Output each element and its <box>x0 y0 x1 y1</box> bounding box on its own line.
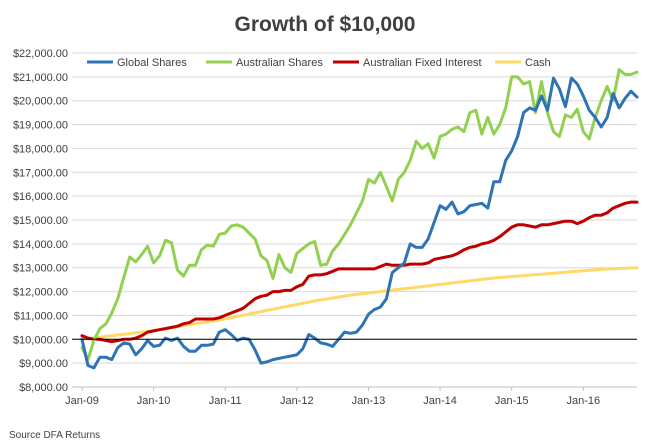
axis-layer: $8,000.00 $9,000.00 $10,000.00 $11,000.00 $1… <box>13 48 637 407</box>
x-tick-label: Jan-13 <box>352 395 386 407</box>
y-tick-label: $14,000.00 <box>13 239 68 251</box>
y-tick-label: $17,000.00 <box>13 167 68 179</box>
x-tick-label: Jan-12 <box>280 395 314 407</box>
x-tick-label: Jan-09 <box>65 395 99 407</box>
legend-label: Australian Shares <box>236 57 323 69</box>
legend-label: Australian Fixed Interest <box>363 57 482 69</box>
y-tick-label: $9,000.00 <box>19 358 68 370</box>
series-line-australian-shares <box>80 68 639 362</box>
x-tick-label: Jan-14 <box>423 395 457 407</box>
y-tick-label: $18,000.00 <box>13 143 68 155</box>
source-note: Source DFA Returns <box>9 430 100 441</box>
y-tick-label: $12,000.00 <box>13 287 68 299</box>
y-tick-label: $16,000.00 <box>13 191 68 203</box>
y-tick-label: $15,000.00 <box>13 215 68 227</box>
series-line-australian-fixed-interest <box>80 200 639 344</box>
y-tick-label: $20,000.00 <box>13 96 68 108</box>
legend: Global Shares Australian Shares Australian… <box>87 57 551 69</box>
x-tick-label: Jan-10 <box>137 395 171 407</box>
x-tick-label: Jan-16 <box>566 395 600 407</box>
series-layer <box>72 68 639 370</box>
y-tick-label: $8,000.00 <box>19 382 68 394</box>
legend-label: Global Shares <box>117 57 187 69</box>
y-tick-label: $19,000.00 <box>13 120 68 132</box>
legend-label: Cash <box>525 57 551 69</box>
y-tick-label: $22,000.00 <box>13 48 68 60</box>
y-tick-label: $11,000.00 <box>14 310 68 322</box>
x-tick-label: Jan-11 <box>209 395 242 407</box>
x-tick-label: Jan-15 <box>495 395 529 407</box>
chart-title: Growth of $10,000 <box>235 13 416 36</box>
y-tick-label: $21,000.00 <box>13 72 68 84</box>
y-tick-label: $10,000.00 <box>13 334 68 346</box>
y-tick-label: $13,000.00 <box>13 263 68 275</box>
